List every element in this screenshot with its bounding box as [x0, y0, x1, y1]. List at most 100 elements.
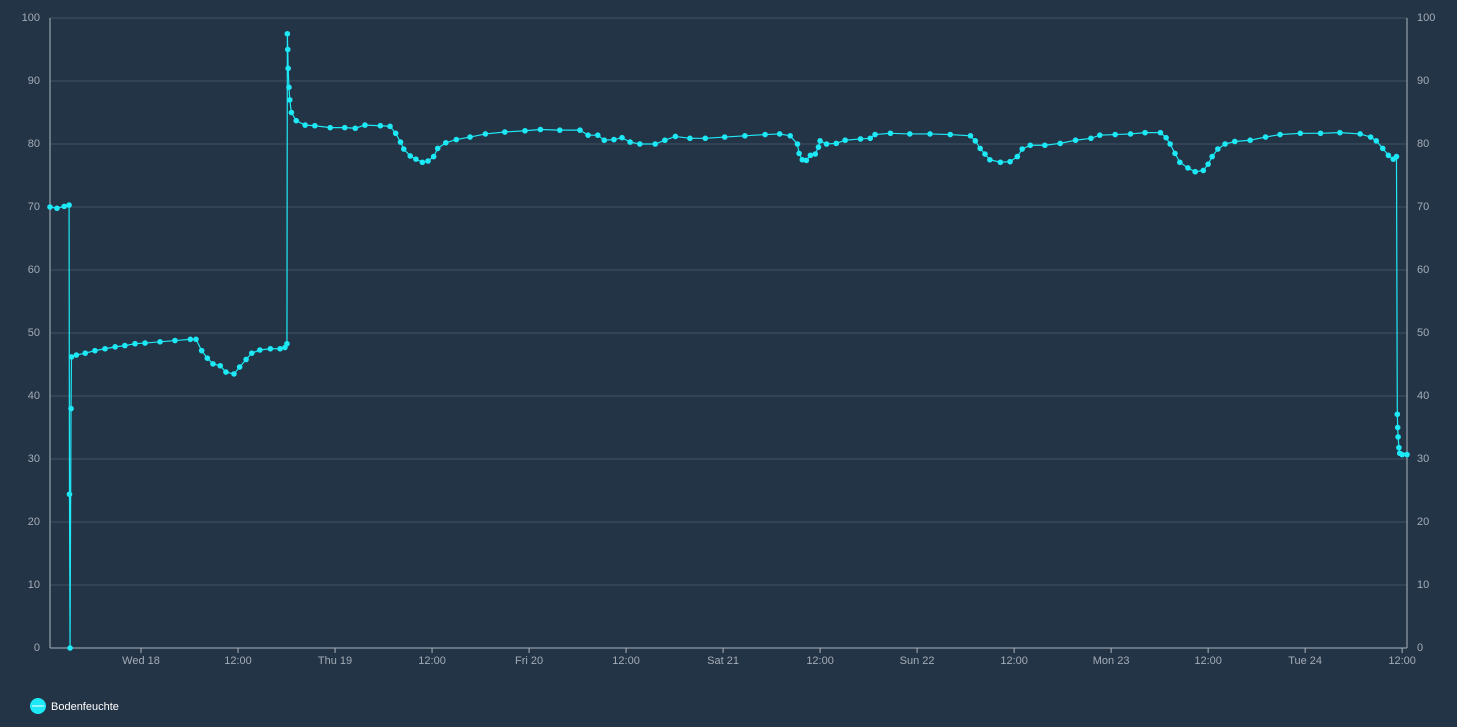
data-point: [1157, 129, 1164, 136]
data-point: [982, 151, 988, 157]
data-point: [977, 145, 983, 152]
x-tick-label: Sun 22: [900, 655, 935, 667]
data-point: [157, 339, 163, 345]
y2-tick-label: 50: [1417, 327, 1429, 339]
x-tick-label: Mon 23: [1093, 655, 1130, 667]
y-tick-label: 30: [28, 453, 40, 465]
x-tick-label: 12:00: [806, 655, 834, 667]
data-point: [1247, 137, 1253, 144]
data-point: [1394, 411, 1401, 418]
legend-label: Bodenfeuchte: [51, 701, 119, 713]
data-point: [257, 347, 263, 353]
data-point: [672, 133, 679, 140]
data-point: [796, 150, 802, 157]
data-point: [1192, 168, 1198, 175]
y2-tick-label: 100: [1417, 12, 1435, 24]
data-point: [66, 202, 72, 208]
data-point: [1019, 146, 1025, 152]
data-point: [92, 347, 98, 354]
data-point: [1072, 137, 1079, 144]
x-tick-label: 12:00: [224, 655, 252, 667]
data-point: [1385, 152, 1392, 159]
data-point: [352, 125, 359, 132]
data-point: [1262, 134, 1269, 140]
data-point: [1014, 153, 1021, 160]
x-tick-label: 12:00: [1000, 655, 1028, 667]
data-point: [61, 203, 68, 210]
data-point: [327, 124, 333, 131]
data-point: [1027, 142, 1034, 149]
data-point: [248, 350, 255, 356]
data-point: [537, 126, 544, 133]
data-point: [1205, 161, 1211, 167]
data-point: [210, 361, 216, 367]
data-point: [286, 84, 292, 91]
data-point: [1317, 130, 1324, 137]
data-point: [1373, 138, 1380, 144]
data-point: [1404, 451, 1410, 458]
data-point: [293, 117, 300, 124]
data-point: [1394, 424, 1401, 431]
y-tick-label: 40: [28, 390, 40, 402]
data-point: [1379, 145, 1386, 152]
x-tick-label: Thu 19: [318, 655, 352, 667]
data-point: [556, 127, 563, 133]
legend-item[interactable]: Bodenfeuchte: [30, 698, 119, 714]
series-line: [49, 33, 1407, 649]
data-point: [619, 134, 625, 141]
x-tick-label: 12:00: [612, 655, 640, 667]
data-point: [47, 204, 53, 210]
data-point: [442, 139, 449, 146]
data-point: [967, 133, 974, 139]
data-point: [1395, 434, 1401, 440]
data-point: [1127, 131, 1134, 137]
data-point: [362, 122, 368, 128]
data-point: [67, 645, 73, 651]
data-point: [142, 340, 148, 346]
data-point: [687, 135, 693, 142]
data-point: [842, 137, 848, 144]
data-point: [217, 362, 224, 369]
data-point: [102, 345, 108, 352]
data-point: [341, 124, 348, 131]
data-point: [947, 131, 954, 138]
data-point: [1357, 131, 1363, 137]
data-point: [1396, 444, 1402, 451]
data-point: [611, 136, 617, 143]
data-point: [857, 136, 864, 142]
data-point: [1185, 165, 1191, 171]
data-point: [1057, 140, 1063, 147]
data-point: [68, 405, 74, 412]
data-point: [187, 336, 194, 343]
data-point: [407, 153, 414, 159]
data-point: [637, 141, 643, 147]
data-point: [522, 127, 528, 134]
y-tick-label: 60: [28, 264, 40, 276]
y2-tick-label: 0: [1417, 642, 1423, 654]
y-tick-label: 90: [28, 75, 40, 87]
data-point: [927, 131, 933, 137]
data-point: [987, 156, 993, 163]
data-point: [392, 130, 399, 137]
data-point: [742, 133, 748, 139]
data-point: [377, 122, 384, 129]
data-point: [54, 205, 60, 212]
x-tick-label: Fri 20: [515, 655, 543, 667]
data-point: [721, 134, 728, 140]
data-point: [1167, 141, 1173, 147]
y-tick-label: 80: [28, 138, 40, 150]
data-point: [400, 146, 407, 152]
y-tick-label: 50: [28, 327, 40, 339]
data-point: [236, 364, 243, 370]
y-tick-label: 0: [34, 642, 40, 654]
data-point: [972, 138, 979, 144]
y-tick-label: 100: [22, 12, 40, 24]
y2-tick-label: 70: [1417, 201, 1429, 213]
data-point: [172, 337, 178, 344]
data-point: [413, 156, 419, 162]
data-point: [762, 131, 768, 138]
data-point: [467, 134, 473, 140]
data-point: [502, 129, 508, 135]
